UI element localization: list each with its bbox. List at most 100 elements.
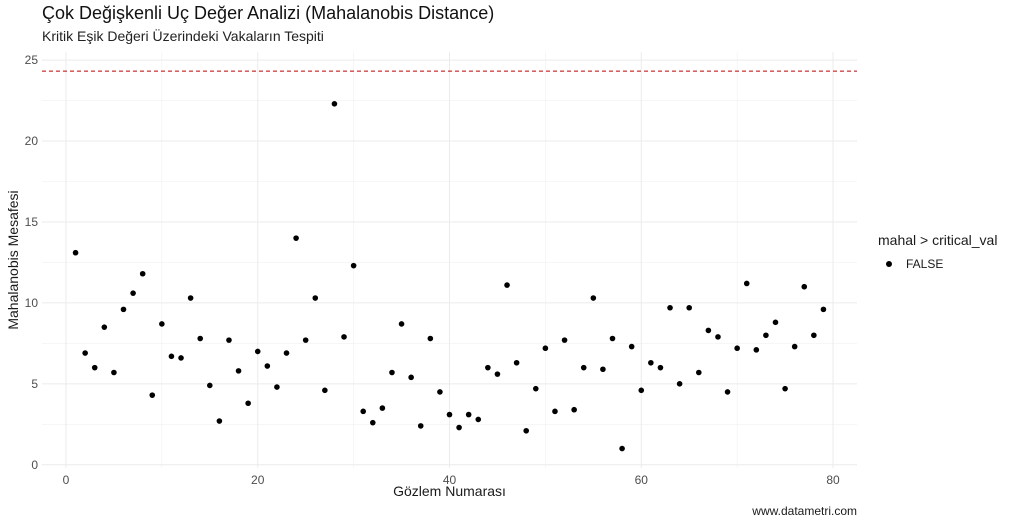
data-point — [302, 337, 309, 343]
data-point — [341, 334, 347, 340]
data-point — [226, 337, 232, 343]
data-point — [648, 359, 654, 366]
data-point — [437, 389, 443, 395]
data-point — [811, 332, 817, 339]
data-point — [705, 327, 712, 334]
y-tick-label: 5 — [31, 377, 38, 391]
data-point — [101, 324, 108, 330]
data-point — [571, 406, 577, 413]
data-point — [763, 332, 769, 339]
data-point — [743, 280, 750, 287]
x-axis-title: Gözlem Numarası — [393, 483, 506, 499]
data-point — [820, 306, 827, 313]
data-point — [600, 366, 606, 373]
data-point — [245, 400, 251, 407]
data-point — [360, 408, 367, 415]
y-tick-label: 0 — [31, 458, 38, 472]
data-point — [417, 423, 424, 429]
data-point — [187, 295, 194, 301]
data-point — [609, 335, 616, 342]
data-point — [628, 343, 635, 350]
data-point — [264, 363, 271, 369]
data-point — [168, 353, 175, 360]
data-point — [485, 364, 491, 371]
data-point — [322, 387, 328, 394]
data-point — [638, 387, 645, 394]
legend-item-false: FALSE — [878, 257, 997, 271]
legend-label: FALSE — [906, 257, 944, 271]
data-point — [312, 295, 319, 301]
legend-dot-icon — [886, 261, 892, 267]
x-tick-label: 60 — [635, 473, 649, 487]
data-point — [130, 290, 136, 296]
data-point — [254, 348, 261, 355]
legend-key — [878, 257, 900, 271]
y-tick-label: 15 — [25, 215, 39, 229]
data-point — [149, 392, 156, 398]
data-point — [590, 295, 597, 301]
data-point — [274, 384, 280, 390]
x-tick-label: 40 — [443, 473, 457, 487]
data-point — [427, 335, 434, 342]
data-point — [235, 368, 242, 374]
data-point — [475, 416, 482, 423]
data-point — [82, 350, 88, 356]
data-point — [561, 337, 568, 343]
data-point — [532, 385, 539, 392]
data-point — [379, 405, 386, 411]
x-tick-label: 20 — [251, 473, 265, 487]
data-point — [446, 411, 453, 418]
y-axis-title: Mahalanobis Mesafesi — [5, 190, 21, 329]
data-point — [791, 343, 798, 350]
data-point — [667, 304, 673, 311]
legend-title: mahal > critical_val — [878, 232, 998, 248]
data-point — [772, 319, 779, 326]
data-point — [552, 408, 558, 415]
y-tick-label: 25 — [25, 53, 39, 67]
data-point — [504, 282, 510, 288]
y-tick-label: 10 — [25, 296, 39, 310]
data-point — [523, 427, 530, 434]
legend: mahal > critical_val FALSE — [878, 232, 997, 271]
data-point — [72, 249, 79, 256]
data-point — [283, 350, 290, 356]
data-point — [456, 424, 462, 431]
data-point — [676, 381, 683, 387]
caption: www.datametri.com — [752, 504, 857, 518]
data-point — [111, 369, 117, 376]
data-point — [389, 369, 395, 376]
data-point — [465, 411, 472, 418]
x-tick-label: 80 — [826, 473, 840, 487]
data-point — [724, 389, 731, 395]
data-point — [619, 445, 625, 452]
x-tick-label: 0 — [63, 473, 70, 487]
data-point — [657, 364, 664, 371]
data-point — [197, 335, 204, 342]
data-point — [408, 374, 414, 381]
chart-title: Çok Değişkenli Uç Değer Analizi (Mahalan… — [42, 3, 495, 23]
data-point — [398, 321, 405, 327]
data-point — [293, 235, 299, 241]
data-point — [91, 364, 98, 371]
data-point — [801, 283, 808, 290]
data-point — [753, 347, 760, 353]
data-point — [494, 371, 501, 377]
data-point — [695, 369, 702, 376]
y-tick-label: 20 — [25, 134, 39, 148]
data-point — [782, 385, 788, 392]
data-point — [734, 345, 740, 352]
data-point — [331, 100, 338, 107]
chart-subtitle: Kritik Eşik Değeri Üzerindeki Vakaların … — [42, 28, 324, 44]
data-point — [542, 345, 549, 352]
data-point — [350, 262, 357, 269]
data-point — [369, 419, 376, 426]
data-point — [120, 306, 127, 313]
data-point — [216, 418, 223, 424]
data-point — [139, 270, 146, 277]
data-point — [715, 334, 721, 340]
data-point — [686, 304, 693, 311]
data-point — [206, 382, 213, 389]
data-point — [513, 359, 520, 366]
data-point — [580, 364, 587, 371]
